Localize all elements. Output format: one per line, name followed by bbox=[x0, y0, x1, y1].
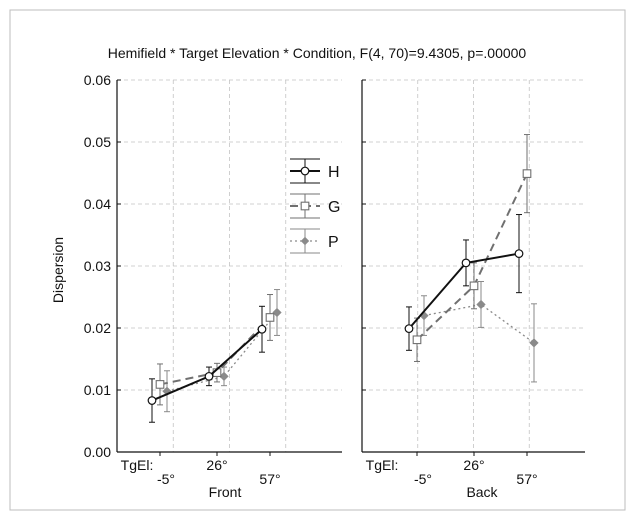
back-point-g bbox=[412, 335, 422, 345]
front-panel-label: Front bbox=[209, 484, 242, 500]
legend-marker bbox=[300, 236, 310, 246]
front-x-tick-label: 26° bbox=[206, 457, 227, 473]
legend-label: H bbox=[328, 164, 340, 181]
back-x-prefix-label: TgEl: bbox=[366, 457, 399, 473]
back-x-tick-label: -5° bbox=[414, 471, 432, 487]
back-panel-label: Back bbox=[466, 484, 498, 500]
back-x-tick-label: 26° bbox=[463, 457, 484, 473]
front-point-p bbox=[162, 386, 172, 396]
back-point-g bbox=[522, 169, 532, 178]
back-series-line-p bbox=[423, 303, 535, 344]
chart-title: Hemifield * Target Elevation * Condition… bbox=[108, 45, 527, 61]
y-tick-label: 0.04 bbox=[84, 196, 111, 212]
y-tick-label: 0.06 bbox=[84, 72, 111, 88]
front-point-g bbox=[155, 380, 165, 389]
front-x-tick-label: -5° bbox=[157, 471, 175, 487]
y-axis-label: Dispersion bbox=[50, 237, 66, 303]
front-point-h bbox=[204, 371, 214, 381]
y-tick-label: 0.02 bbox=[84, 320, 111, 336]
front-point-h bbox=[147, 396, 157, 405]
plot-panels: 0.00 0.01 0.02 0.03 0.04 0.05 0.06 -5° 26° 57° TgE… bbox=[84, 72, 585, 500]
front-x-prefix-label: TgEl: bbox=[121, 457, 154, 473]
back-point-p bbox=[529, 338, 539, 348]
front-point-p bbox=[272, 307, 282, 318]
figure-border bbox=[9, 9, 626, 511]
legend-label: G bbox=[328, 199, 340, 216]
legend-label: P bbox=[328, 234, 339, 251]
front-x-tick-label: 57° bbox=[259, 471, 280, 487]
back-point-h bbox=[514, 249, 524, 259]
back-point-h bbox=[461, 258, 471, 268]
front-point-g bbox=[265, 313, 275, 322]
back-point-h bbox=[404, 324, 414, 334]
y-tick-label: 0.05 bbox=[84, 134, 111, 150]
y-tick-label: 0.03 bbox=[84, 258, 111, 274]
back-x-tick-label: 57° bbox=[516, 471, 537, 487]
back-point-g bbox=[469, 281, 479, 291]
y-tick-label: 0.01 bbox=[84, 382, 111, 398]
back-point-p bbox=[476, 299, 486, 310]
front-point-h bbox=[257, 324, 267, 334]
legend-marker bbox=[300, 166, 310, 176]
y-tick-label: 0.00 bbox=[84, 444, 111, 460]
legend: H G P bbox=[290, 158, 340, 254]
legend-marker bbox=[300, 201, 310, 211]
